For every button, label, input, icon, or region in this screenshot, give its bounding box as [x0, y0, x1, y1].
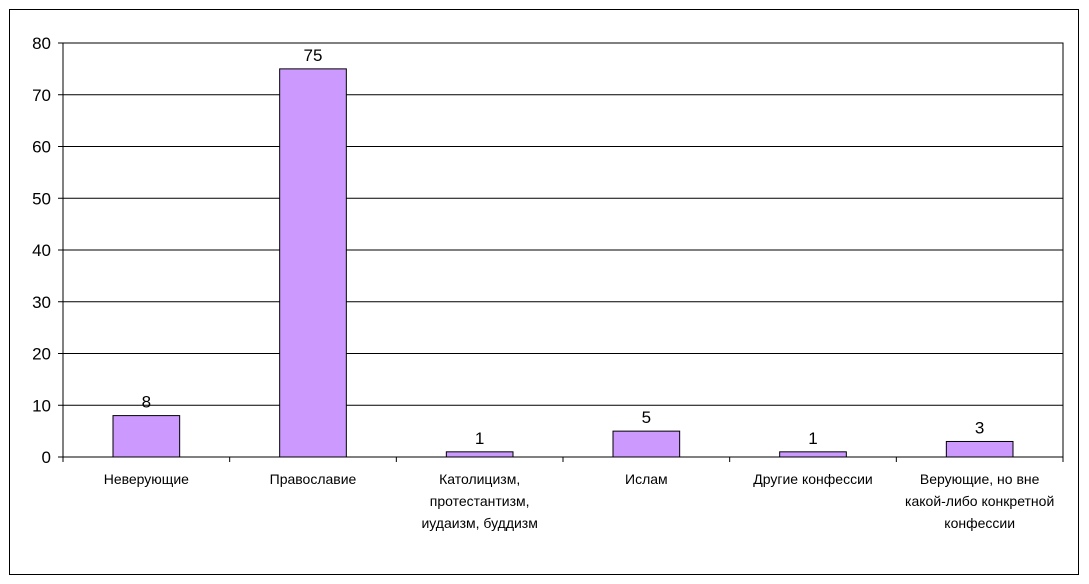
y-tick-label: 40	[32, 241, 51, 260]
y-tick-label: 50	[32, 189, 51, 208]
y-tick-label: 60	[32, 138, 51, 157]
x-tick-label: Верующие, но вне какой-либо конкретной к…	[905, 471, 1055, 531]
data-label: 5	[642, 408, 651, 427]
x-tick-label: Православие	[269, 471, 357, 487]
y-tick-label: 10	[32, 396, 51, 415]
data-label: 3	[975, 418, 984, 437]
y-tick-label: 30	[32, 293, 51, 312]
y-tick-label: 20	[32, 345, 51, 364]
bar	[279, 68, 347, 458]
bar	[445, 451, 514, 458]
data-label: 8	[142, 393, 151, 412]
data-label: 1	[808, 429, 817, 448]
y-tick-label: 0	[42, 448, 51, 467]
bar	[779, 451, 847, 458]
bar	[945, 440, 1014, 458]
y-tick-label: 70	[32, 86, 51, 105]
bar	[612, 430, 681, 458]
chart-frame	[9, 9, 1079, 575]
x-tick-label: Неверующие	[103, 471, 189, 487]
bar	[112, 415, 181, 458]
data-label: 1	[475, 429, 484, 448]
x-tick-label: Католицизм, протестантизм, иудаизм, будд…	[421, 471, 538, 531]
x-tick-label: Другие конфессии	[753, 471, 873, 487]
y-tick-label: 80	[32, 34, 51, 53]
data-label: 75	[304, 46, 323, 65]
x-tick-label: Ислам	[625, 471, 668, 487]
